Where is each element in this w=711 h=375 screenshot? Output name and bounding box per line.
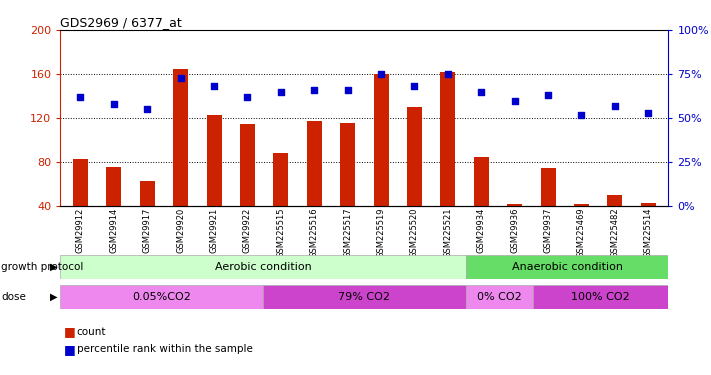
Bar	[140, 181, 155, 206]
Bar	[240, 124, 255, 206]
Bar	[507, 204, 522, 206]
Point	[208, 83, 220, 89]
Bar	[466, 285, 533, 309]
Text: ▶: ▶	[50, 262, 57, 272]
Bar	[207, 115, 222, 206]
Bar	[173, 69, 188, 206]
Text: 0.05%CO2: 0.05%CO2	[132, 292, 191, 302]
Bar	[407, 107, 422, 206]
Bar	[474, 157, 488, 206]
Point	[309, 87, 320, 93]
Point	[542, 92, 554, 98]
Text: Aerobic condition: Aerobic condition	[215, 262, 311, 272]
Bar	[466, 255, 668, 279]
Text: growth protocol: growth protocol	[1, 262, 84, 272]
Bar	[73, 159, 88, 206]
Point	[409, 83, 420, 89]
Point	[141, 106, 153, 112]
Bar	[340, 123, 356, 206]
Text: Anaerobic condition: Anaerobic condition	[511, 262, 623, 272]
Point	[75, 94, 86, 100]
Bar	[440, 72, 456, 206]
Text: ▶: ▶	[50, 292, 57, 302]
Text: percentile rank within the sample: percentile rank within the sample	[77, 345, 252, 354]
Point	[108, 101, 119, 107]
Point	[242, 94, 253, 100]
Point	[609, 103, 621, 109]
Text: ■: ■	[64, 343, 76, 356]
Point	[275, 89, 287, 95]
Bar	[607, 195, 622, 206]
Text: GDS2969 / 6377_at: GDS2969 / 6377_at	[60, 16, 182, 29]
Point	[576, 112, 587, 118]
Text: dose: dose	[1, 292, 26, 302]
Bar	[574, 204, 589, 206]
Bar	[306, 122, 322, 206]
Point	[476, 89, 487, 95]
Text: count: count	[77, 327, 106, 337]
Point	[342, 87, 353, 93]
Bar	[641, 203, 656, 206]
Point	[442, 71, 454, 77]
Bar	[107, 166, 122, 206]
Bar	[263, 285, 466, 309]
Point	[375, 71, 387, 77]
Bar	[373, 74, 389, 206]
Bar	[540, 168, 555, 206]
Text: 100% CO2: 100% CO2	[572, 292, 630, 302]
Point	[175, 75, 186, 81]
Bar	[533, 285, 668, 309]
Text: 0% CO2: 0% CO2	[477, 292, 522, 302]
Bar	[60, 285, 263, 309]
Bar	[273, 153, 289, 206]
Point	[643, 110, 654, 116]
Point	[509, 98, 520, 104]
Bar	[60, 255, 466, 279]
Text: ■: ■	[64, 326, 76, 338]
Text: 79% CO2: 79% CO2	[338, 292, 390, 302]
